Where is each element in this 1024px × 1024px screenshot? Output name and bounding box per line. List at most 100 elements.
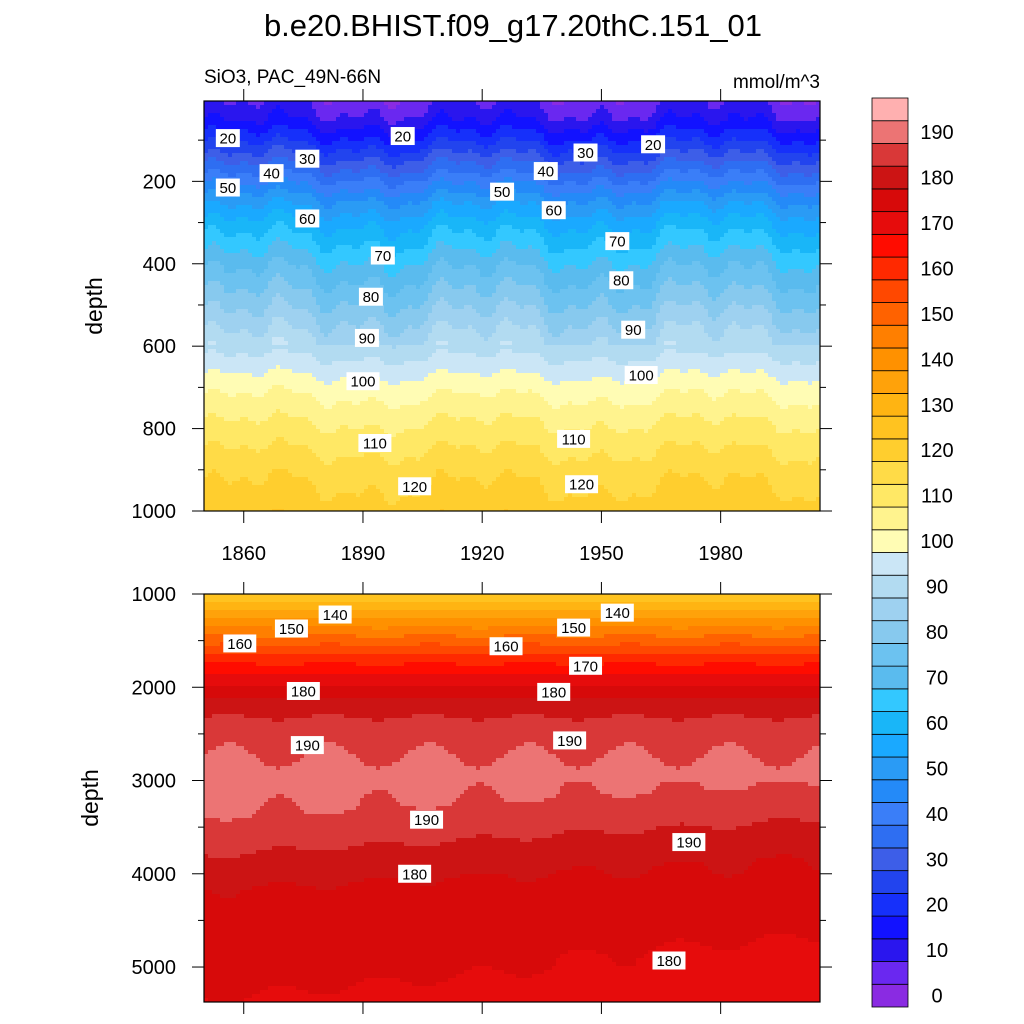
contour-fill-cell bbox=[268, 213, 273, 218]
contour-fill-cell bbox=[228, 409, 233, 414]
contour-fill-cell bbox=[256, 245, 261, 250]
contour-fill-cell bbox=[384, 281, 389, 286]
contour-fill-cell bbox=[256, 481, 261, 486]
contour-fill-cell bbox=[312, 297, 317, 302]
contour-fill-cell bbox=[244, 473, 249, 478]
contour-fill-cell bbox=[296, 257, 301, 262]
contour-fill-cell bbox=[304, 101, 309, 106]
contour-fill-cell bbox=[312, 433, 317, 438]
contour-fill-cell bbox=[272, 493, 277, 498]
contour-fill-cell bbox=[292, 397, 297, 402]
contour-fill-cell bbox=[224, 441, 229, 446]
contour-fill-cell bbox=[216, 461, 221, 466]
contour-fill-cell bbox=[304, 185, 309, 190]
contour-fill-cell bbox=[252, 229, 257, 234]
contour-fill-cell bbox=[392, 469, 397, 474]
contour-fill-cell bbox=[244, 257, 249, 262]
contour-fill-cell bbox=[336, 105, 341, 110]
contour-fill-cell bbox=[380, 205, 385, 210]
contour-fill-cell bbox=[240, 185, 245, 190]
contour-fill-cell bbox=[380, 409, 385, 414]
contour-fill-cell bbox=[284, 113, 289, 118]
contour-fill-cell bbox=[368, 201, 373, 206]
contour-fill-cell bbox=[276, 105, 281, 110]
contour-fill-cell bbox=[300, 229, 305, 234]
contour-fill-cell bbox=[276, 321, 281, 326]
contour-fill-cell bbox=[280, 321, 285, 326]
contour-fill-cell bbox=[292, 477, 297, 482]
contour-fill-cell bbox=[324, 497, 329, 502]
contour-fill-cell bbox=[340, 253, 345, 258]
contour-fill-cell bbox=[216, 229, 221, 234]
contour-fill-cell bbox=[312, 189, 317, 194]
contour-fill-cell bbox=[224, 501, 229, 506]
contour-fill-cell bbox=[328, 273, 333, 278]
contour-fill-cell bbox=[288, 445, 293, 450]
contour-fill-cell bbox=[288, 113, 293, 118]
contour-fill-cell bbox=[372, 113, 377, 118]
contour-fill-cell bbox=[348, 417, 353, 422]
contour-fill-cell bbox=[224, 157, 229, 162]
contour-fill-cell bbox=[264, 333, 269, 338]
contour-fill-cell bbox=[264, 125, 269, 130]
contour-fill-cell bbox=[340, 197, 345, 202]
contour-fill-cell bbox=[384, 169, 389, 174]
contour-fill-cell bbox=[308, 189, 313, 194]
contour-fill-cell bbox=[340, 273, 345, 278]
contour-fill-cell bbox=[344, 321, 349, 326]
contour-fill-cell bbox=[308, 233, 313, 238]
contour-fill-cell bbox=[216, 245, 221, 250]
contour-fill-cell bbox=[288, 489, 293, 494]
contour-fill-cell bbox=[252, 205, 257, 210]
contour-fill-cell bbox=[236, 445, 241, 450]
contour-fill-cell bbox=[328, 501, 333, 506]
contour-fill-cell bbox=[384, 141, 389, 146]
contour-fill-cell bbox=[220, 233, 225, 238]
contour-fill-cell bbox=[380, 313, 385, 318]
contour-fill-cell bbox=[392, 101, 397, 106]
contour-fill-cell bbox=[380, 421, 385, 426]
contour-fill-cell bbox=[364, 125, 369, 130]
contour-fill-cell bbox=[224, 493, 229, 498]
contour-fill-cell bbox=[392, 265, 397, 270]
contour-fill-cell bbox=[352, 409, 357, 414]
contour-fill-cell bbox=[320, 445, 325, 450]
contour-fill-cell bbox=[344, 169, 349, 174]
contour-fill-cell bbox=[212, 109, 217, 114]
contour-fill-cell bbox=[244, 253, 249, 258]
contour-fill-cell bbox=[252, 109, 257, 114]
contour-fill-cell bbox=[240, 457, 245, 462]
contour-fill-cell bbox=[204, 201, 209, 206]
contour-fill-cell bbox=[384, 417, 389, 422]
contour-fill-cell bbox=[296, 169, 301, 174]
contour-fill-cell bbox=[336, 469, 341, 474]
contour-fill-cell bbox=[220, 169, 225, 174]
contour-fill-cell bbox=[276, 497, 281, 502]
contour-fill-cell bbox=[252, 185, 257, 190]
contour-fill-cell bbox=[308, 361, 313, 366]
contour-fill-cell bbox=[296, 501, 301, 506]
contour-fill-cell bbox=[268, 401, 273, 406]
contour-fill-cell bbox=[348, 169, 353, 174]
contour-fill-cell bbox=[340, 425, 345, 430]
contour-fill-cell bbox=[284, 249, 289, 254]
contour-fill-cell bbox=[340, 313, 345, 318]
contour-fill-cell bbox=[244, 461, 249, 466]
contour-fill-cell bbox=[396, 157, 401, 162]
contour-fill-cell bbox=[248, 177, 253, 182]
contour-fill-cell bbox=[312, 429, 317, 434]
contour-fill-cell bbox=[368, 397, 373, 402]
contour-fill-cell bbox=[268, 449, 273, 454]
contour-fill-cell bbox=[204, 273, 209, 278]
contour-fill-cell bbox=[224, 117, 229, 122]
contour-fill-cell bbox=[272, 449, 277, 454]
contour-fill-cell bbox=[340, 117, 345, 122]
contour-fill-cell bbox=[376, 161, 381, 166]
contour-fill-cell bbox=[304, 377, 309, 382]
contour-fill-cell bbox=[248, 345, 253, 350]
contour-fill-cell bbox=[284, 369, 289, 374]
contour-fill-cell bbox=[308, 365, 313, 370]
contour-fill-cell bbox=[328, 221, 333, 226]
contour-fill-cell bbox=[328, 173, 333, 178]
contour-fill-cell bbox=[364, 241, 369, 246]
